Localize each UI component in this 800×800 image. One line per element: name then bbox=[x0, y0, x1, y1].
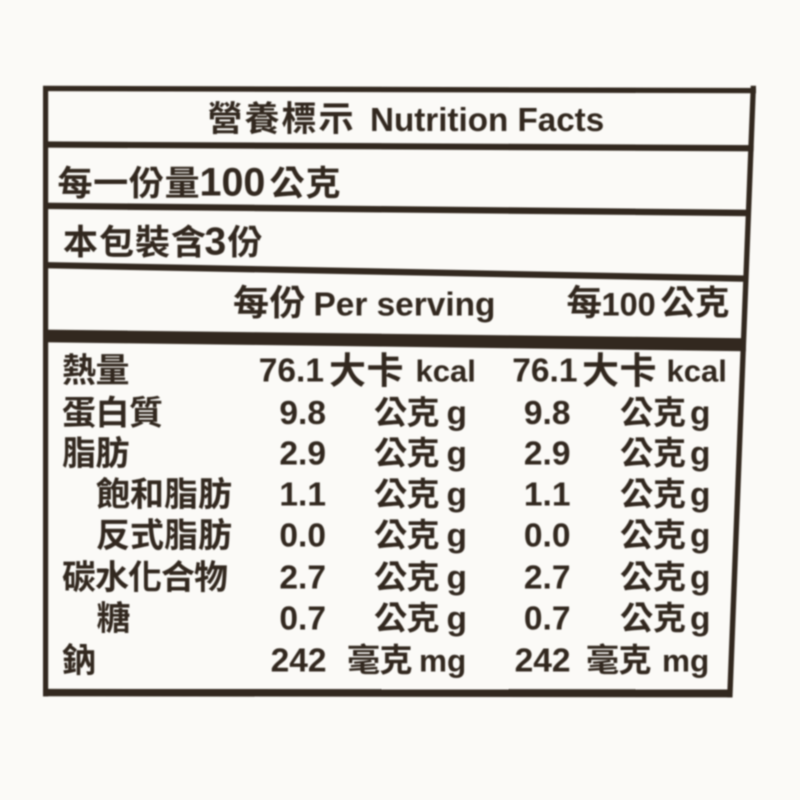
svg-text:2.9: 2.9 bbox=[524, 436, 571, 473]
svg-text:g: g bbox=[447, 395, 467, 432]
svg-text:76.1: 76.1 bbox=[512, 353, 577, 390]
svg-text:100: 100 bbox=[200, 161, 266, 205]
svg-text:kcal: kcal bbox=[667, 354, 727, 389]
svg-text:g: g bbox=[690, 518, 710, 555]
svg-text:g: g bbox=[690, 395, 710, 432]
svg-text:9.8: 9.8 bbox=[524, 395, 571, 432]
svg-text:0.0: 0.0 bbox=[524, 518, 571, 555]
svg-text:2.7: 2.7 bbox=[279, 560, 326, 597]
svg-text:Nutrition Facts: Nutrition Facts bbox=[370, 102, 604, 139]
svg-text:g: g bbox=[447, 560, 467, 597]
svg-text:9.8: 9.8 bbox=[279, 395, 326, 432]
svg-text:mg: mg bbox=[662, 643, 709, 679]
svg-text:0.0: 0.0 bbox=[279, 518, 326, 555]
svg-text:1.1: 1.1 bbox=[524, 477, 571, 514]
svg-text:kcal: kcal bbox=[416, 354, 476, 389]
svg-text:g: g bbox=[690, 560, 710, 597]
svg-text:mg: mg bbox=[419, 643, 466, 679]
svg-text:Per serving: Per serving bbox=[314, 286, 496, 323]
svg-text:76.1: 76.1 bbox=[259, 353, 324, 390]
svg-text:242: 242 bbox=[271, 643, 327, 680]
svg-text:g: g bbox=[447, 477, 467, 514]
svg-text:0.7: 0.7 bbox=[279, 601, 326, 638]
svg-text:2.7: 2.7 bbox=[524, 560, 571, 597]
svg-text:2.9: 2.9 bbox=[279, 436, 326, 473]
svg-text:g: g bbox=[690, 601, 710, 638]
svg-text:0.7: 0.7 bbox=[524, 601, 571, 638]
svg-text:242: 242 bbox=[515, 643, 571, 680]
svg-text:3: 3 bbox=[205, 221, 227, 264]
svg-text:g: g bbox=[690, 436, 710, 473]
svg-text:g: g bbox=[447, 518, 467, 555]
svg-text:100: 100 bbox=[602, 286, 656, 322]
svg-text:g: g bbox=[447, 601, 467, 638]
svg-text:g: g bbox=[447, 436, 467, 473]
svg-text:g: g bbox=[690, 477, 710, 514]
svg-text:1.1: 1.1 bbox=[279, 477, 326, 514]
